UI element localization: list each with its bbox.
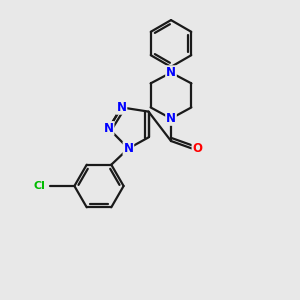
Text: N: N [103, 122, 114, 135]
Text: N: N [123, 142, 134, 155]
Text: N: N [166, 112, 176, 125]
Text: N: N [116, 101, 127, 114]
Text: N: N [166, 66, 176, 79]
Text: O: O [192, 142, 203, 155]
Text: Cl: Cl [33, 181, 45, 191]
